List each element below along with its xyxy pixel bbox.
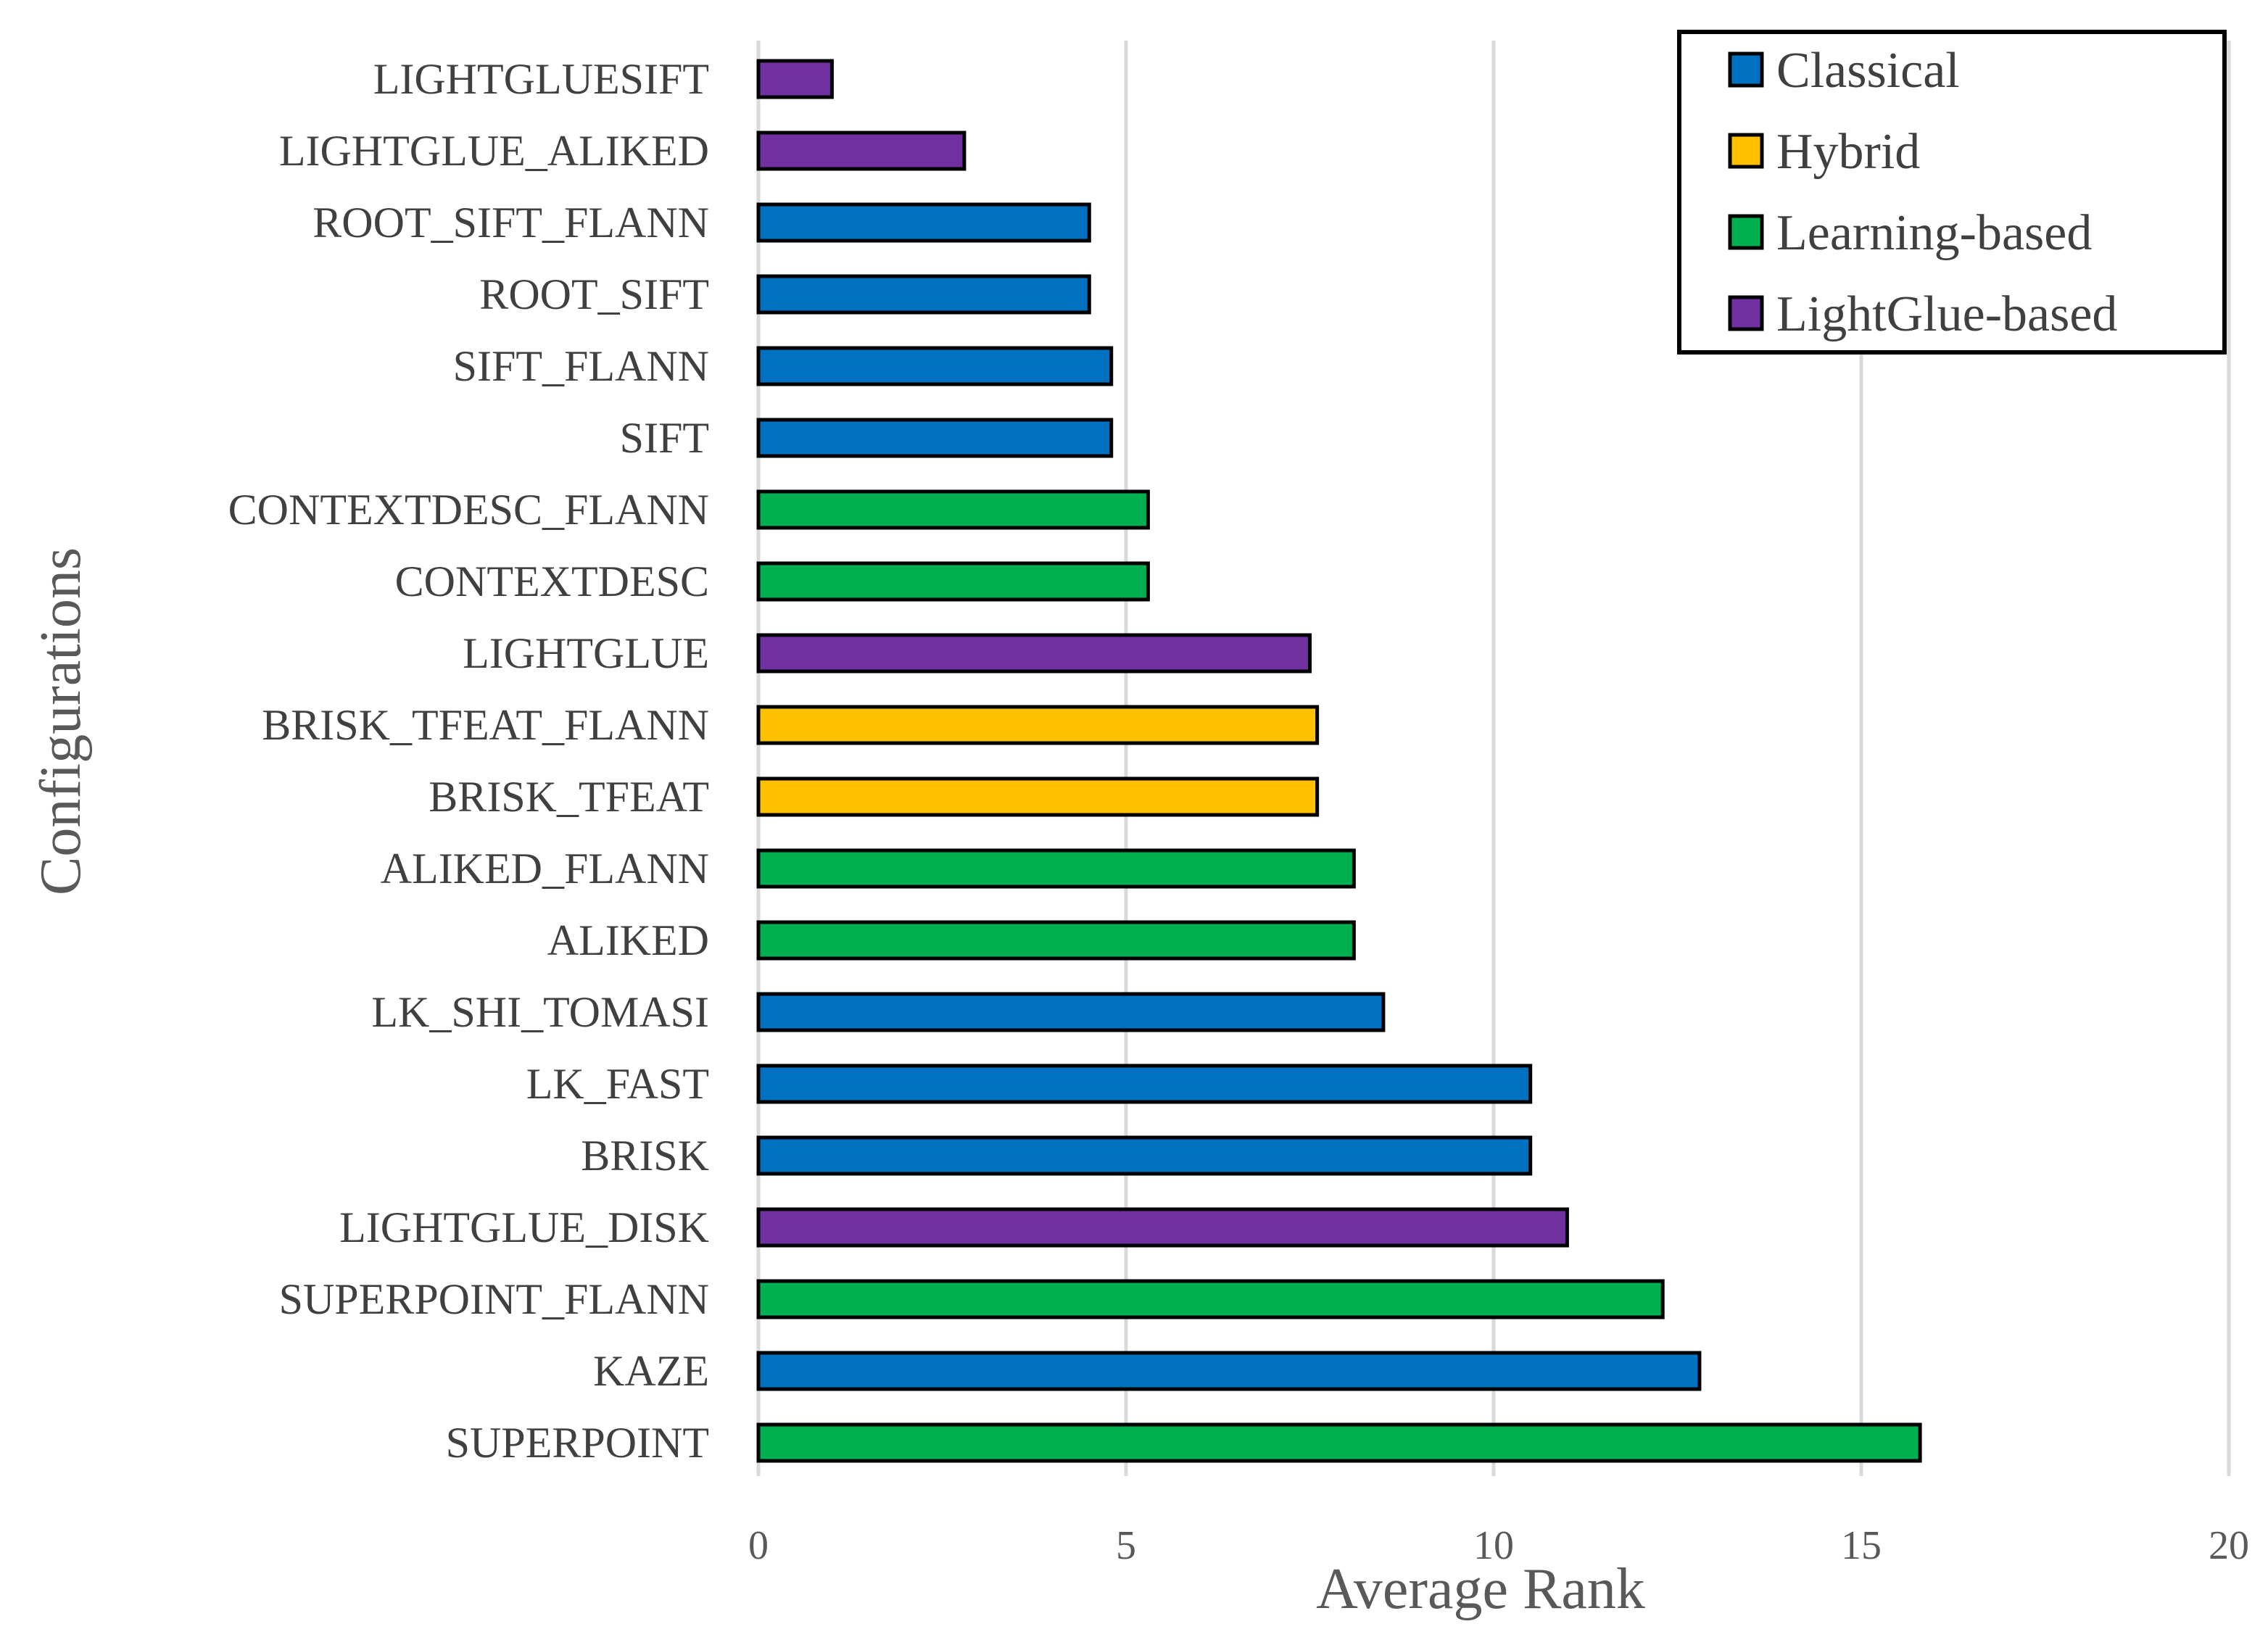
bar-root-sift-flann bbox=[756, 202, 1091, 243]
x-axis-title: Average Rank bbox=[1316, 1557, 1645, 1621]
bar-contextdesc-flann bbox=[756, 489, 1150, 530]
category-label: ALIKED bbox=[547, 916, 709, 964]
legend-label: Classical bbox=[1776, 43, 1960, 99]
legend-label: Hybrid bbox=[1776, 124, 1920, 180]
legend-swatch bbox=[1728, 295, 1764, 331]
category-label: LIGHTGLUE bbox=[463, 629, 709, 677]
bar-aliked bbox=[756, 920, 1356, 961]
category-label: LIGHTGLUESIFT bbox=[373, 55, 709, 103]
x-tick-label: 15 bbox=[1841, 1523, 1882, 1568]
bar-brisk-tfeat-flann bbox=[756, 705, 1320, 745]
bar-brisk bbox=[756, 1135, 1533, 1176]
category-label: SUPERPOINT bbox=[446, 1419, 709, 1467]
bar-superpoint-flann bbox=[756, 1279, 1665, 1319]
bar-brisk-tfeat bbox=[756, 776, 1320, 817]
bar-contextdesc bbox=[756, 561, 1150, 602]
bar-aliked-flann bbox=[756, 848, 1356, 889]
bar-lightglue-disk bbox=[756, 1207, 1569, 1248]
category-label: SUPERPOINT_FLANN bbox=[279, 1275, 709, 1323]
bar-lightgluesift bbox=[756, 59, 834, 99]
category-label: BRISK_TFEAT_FLANN bbox=[262, 701, 709, 749]
bar-root-sift bbox=[756, 274, 1091, 315]
category-label: LK_FAST bbox=[526, 1060, 709, 1108]
bar-kaze bbox=[756, 1351, 1702, 1391]
bar-lk-shi-tomasi bbox=[756, 992, 1386, 1032]
legend: Classical Hybrid Learning-based LightGlue-b… bbox=[1677, 30, 2227, 355]
category-label: LIGHTGLUE_DISK bbox=[339, 1203, 709, 1251]
category-labels: LIGHTGLUESIFTLIGHTGLUE_ALIKEDROOT_SIFT_F… bbox=[228, 55, 709, 1467]
category-label: BRISK_TFEAT bbox=[429, 773, 709, 821]
x-tick-labels: 0 5 10 15 20 bbox=[748, 1523, 2249, 1568]
legend-box bbox=[1677, 30, 2227, 355]
legend-label: LightGlue-based bbox=[1776, 286, 2117, 342]
bar-lightglue-aliked bbox=[756, 130, 967, 171]
bars bbox=[756, 59, 1922, 1463]
legend-label: Learning-based bbox=[1776, 205, 2092, 261]
category-label: KAZE bbox=[593, 1347, 709, 1395]
x-tick-label: 10 bbox=[1473, 1523, 1514, 1568]
x-tick-label: 5 bbox=[1116, 1523, 1136, 1568]
legend-swatch bbox=[1728, 214, 1764, 250]
bar-sift bbox=[756, 418, 1114, 458]
category-label: ROOT_SIFT bbox=[479, 270, 709, 318]
category-label: CONTEXTDESC_FLANN bbox=[228, 486, 709, 534]
category-label: ROOT_SIFT_FLANN bbox=[313, 199, 709, 246]
legend-swatch bbox=[1728, 51, 1764, 88]
bar-lightglue bbox=[756, 633, 1312, 674]
category-label: LIGHTGLUE_ALIKED bbox=[279, 127, 709, 175]
category-label: ALIKED_FLANN bbox=[381, 845, 709, 892]
x-tick-label: 0 bbox=[748, 1523, 769, 1568]
bar-sift-flann bbox=[756, 346, 1114, 386]
y-axis-title: Configurations bbox=[29, 547, 93, 895]
category-label: SIFT_FLANN bbox=[453, 342, 709, 390]
bar-lk-fast bbox=[756, 1064, 1533, 1104]
category-label: BRISK bbox=[581, 1132, 709, 1180]
bar-superpoint bbox=[756, 1422, 1922, 1463]
category-label: LK_SHI_TOMASI bbox=[371, 988, 709, 1036]
legend-swatch bbox=[1728, 133, 1764, 169]
x-tick-label: 20 bbox=[2209, 1523, 2249, 1568]
category-label: SIFT bbox=[620, 414, 709, 462]
category-label: CONTEXTDESC bbox=[395, 558, 709, 605]
